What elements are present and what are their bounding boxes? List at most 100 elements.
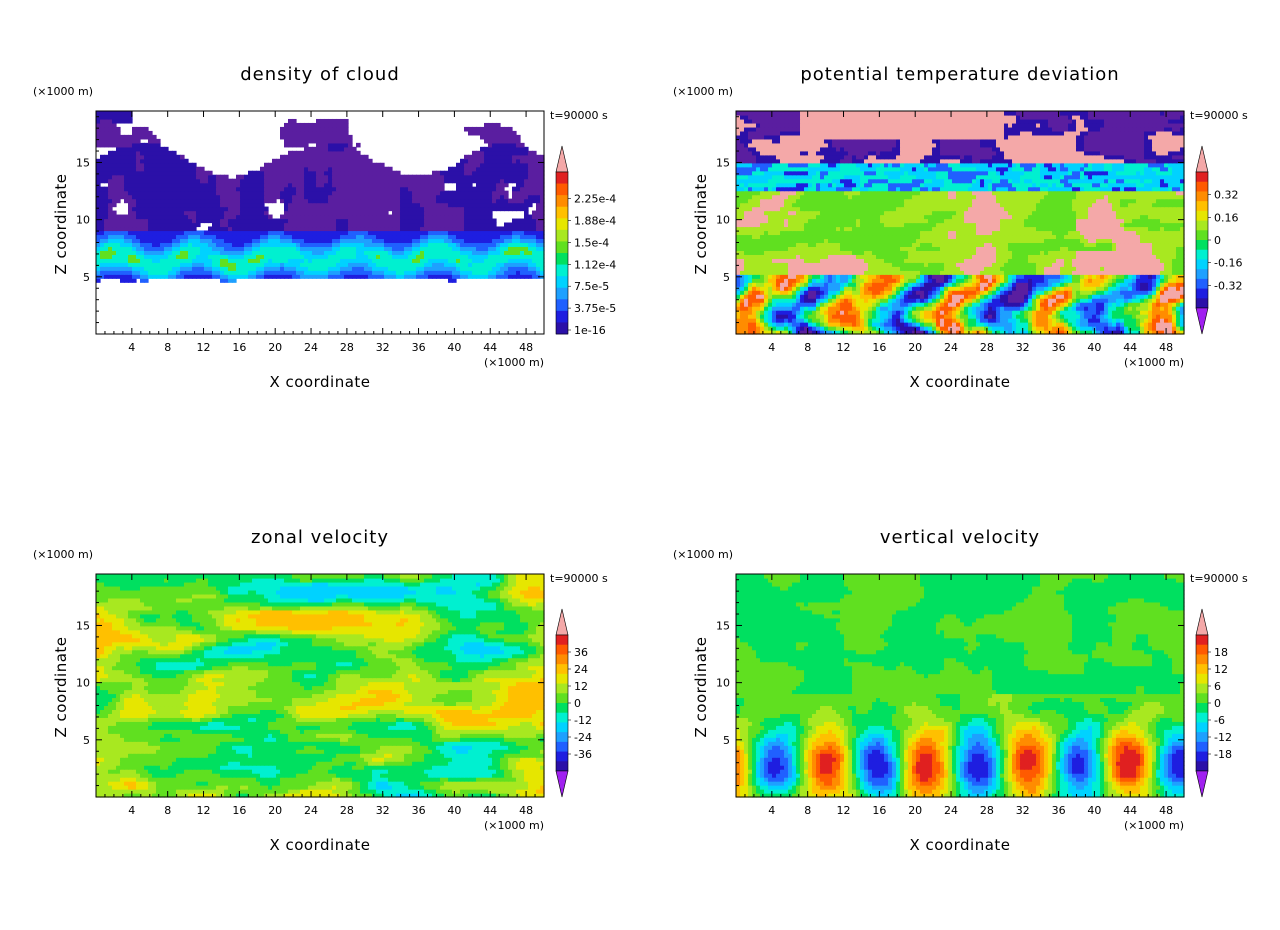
field-cell bbox=[316, 183, 321, 188]
field-cell bbox=[336, 226, 341, 231]
field-cell bbox=[132, 270, 137, 275]
field-cell bbox=[468, 207, 473, 212]
field-cell bbox=[336, 211, 341, 216]
field-cell bbox=[424, 246, 429, 251]
field-cell bbox=[156, 139, 161, 144]
field-cell bbox=[360, 230, 365, 235]
field-cell bbox=[956, 310, 961, 315]
field-cell bbox=[420, 270, 425, 275]
field-cell bbox=[844, 298, 849, 303]
field-cell bbox=[240, 226, 245, 231]
field-cell bbox=[748, 318, 753, 323]
field-cell bbox=[340, 171, 345, 176]
field-cell bbox=[372, 187, 377, 192]
field-cell bbox=[296, 167, 301, 172]
field-cell bbox=[280, 171, 285, 176]
field-cell bbox=[388, 246, 393, 251]
field-cell bbox=[144, 135, 149, 140]
field-cell bbox=[368, 195, 373, 200]
field-cell bbox=[944, 326, 949, 331]
field-cell bbox=[936, 306, 941, 311]
field-cell bbox=[1100, 326, 1105, 331]
field-cell bbox=[152, 167, 157, 172]
field-cell bbox=[156, 191, 161, 196]
field-cell bbox=[132, 230, 137, 235]
field-cell bbox=[132, 135, 137, 140]
field-cell bbox=[276, 254, 281, 259]
field-cell bbox=[1120, 326, 1125, 331]
field-cell bbox=[972, 326, 977, 331]
field-cell bbox=[868, 326, 873, 331]
field-cell bbox=[424, 175, 429, 180]
field-cell bbox=[228, 187, 233, 192]
field-cell bbox=[436, 266, 441, 271]
field-cell bbox=[404, 258, 409, 263]
field-cell bbox=[536, 215, 541, 220]
field-cell bbox=[216, 203, 221, 208]
field-cell bbox=[304, 258, 309, 263]
field-cell bbox=[152, 226, 157, 231]
field-cell bbox=[248, 175, 253, 180]
field-cell bbox=[168, 219, 173, 224]
field-cell bbox=[292, 191, 297, 196]
field-cell bbox=[524, 207, 529, 212]
field-cell bbox=[1116, 326, 1121, 331]
field-cell bbox=[200, 266, 205, 271]
field-cell bbox=[200, 254, 205, 259]
field-cell bbox=[276, 226, 281, 231]
field-cell bbox=[960, 310, 965, 315]
field-cell bbox=[300, 191, 305, 196]
field-cell bbox=[388, 171, 393, 176]
field-cell bbox=[972, 310, 977, 315]
field-cell bbox=[1056, 290, 1061, 295]
field-cell bbox=[172, 191, 177, 196]
field-cell bbox=[356, 230, 361, 235]
field-cell bbox=[300, 159, 305, 164]
field-cell bbox=[296, 274, 301, 279]
field-cell bbox=[192, 175, 197, 180]
field-cell bbox=[188, 250, 193, 255]
field-cell bbox=[532, 234, 537, 239]
field-cell bbox=[528, 203, 533, 208]
field-cell bbox=[1160, 302, 1165, 307]
field-cell bbox=[316, 191, 321, 196]
field-cell bbox=[456, 179, 461, 184]
field-cell bbox=[436, 183, 441, 188]
field-cell bbox=[516, 183, 521, 188]
field-cell bbox=[332, 250, 337, 255]
field-cell bbox=[384, 262, 389, 267]
field-cell bbox=[972, 298, 977, 303]
field-cell bbox=[100, 246, 105, 251]
field-cell bbox=[524, 223, 529, 228]
field-cell bbox=[388, 199, 393, 204]
field-cell bbox=[380, 207, 385, 212]
field-cell bbox=[1064, 306, 1069, 311]
field-cell bbox=[484, 171, 489, 176]
field-cell bbox=[392, 262, 397, 267]
field-cell bbox=[284, 175, 289, 180]
field-cell bbox=[104, 203, 109, 208]
field-cell bbox=[1072, 322, 1077, 327]
field-cell bbox=[816, 302, 821, 307]
field-cell bbox=[424, 270, 429, 275]
field-cell bbox=[104, 163, 109, 168]
field-cell bbox=[444, 242, 449, 247]
field-cell bbox=[448, 246, 453, 251]
field-cell bbox=[420, 195, 425, 200]
field-cell bbox=[164, 215, 169, 220]
field-cell bbox=[100, 175, 105, 180]
field-cell bbox=[136, 163, 141, 168]
field-cell bbox=[876, 302, 881, 307]
field-cell bbox=[392, 223, 397, 228]
field-cell bbox=[160, 171, 165, 176]
field-cell bbox=[484, 211, 489, 216]
field-cell bbox=[1136, 310, 1141, 315]
field-cell bbox=[980, 302, 985, 307]
field-cell bbox=[524, 175, 529, 180]
field-cell bbox=[800, 326, 805, 331]
field-cell bbox=[368, 274, 373, 279]
field-cell bbox=[1036, 318, 1041, 323]
field-cell bbox=[472, 207, 477, 212]
field-cell bbox=[908, 318, 913, 323]
field-cell bbox=[288, 199, 293, 204]
